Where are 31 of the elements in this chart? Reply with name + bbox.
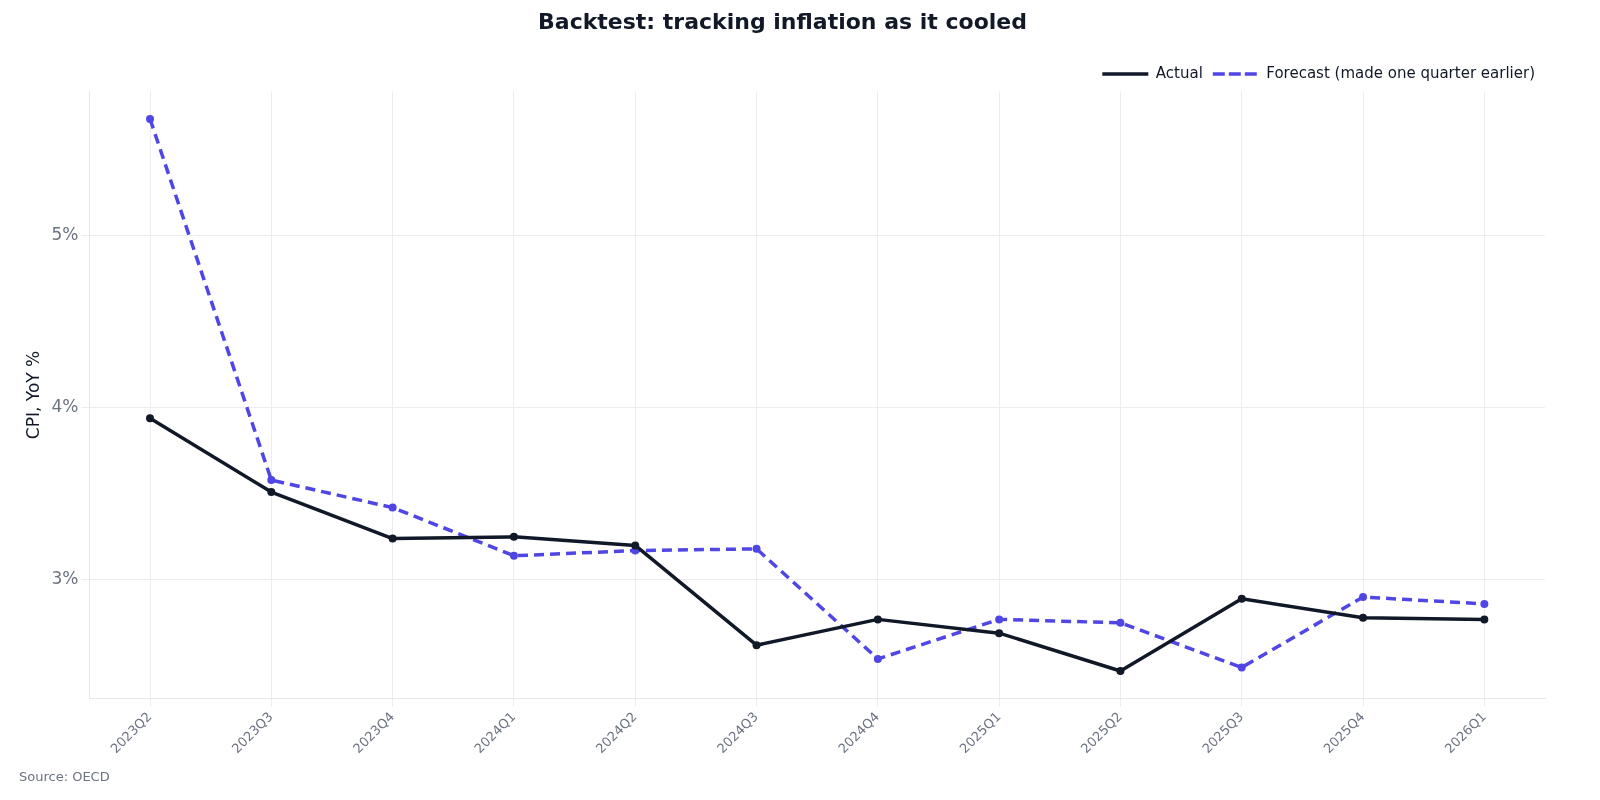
point — [146, 114, 155, 123]
legend-label: Actual — [1155, 63, 1203, 82]
point — [873, 654, 882, 663]
y-axis-title: CPI, YoY % — [22, 350, 43, 440]
y-tick-label: 3% — [51, 568, 79, 589]
point — [1480, 599, 1489, 608]
point — [752, 544, 761, 553]
point — [995, 615, 1004, 624]
point — [1359, 593, 1368, 602]
point — [1237, 663, 1246, 672]
point — [1116, 666, 1125, 675]
point — [1116, 618, 1125, 627]
point — [1480, 615, 1489, 624]
y-tick-label: 5% — [51, 224, 79, 245]
point — [509, 532, 518, 541]
point — [752, 641, 761, 650]
point — [509, 551, 518, 560]
point — [388, 534, 397, 543]
chart-title: Backtest: tracking inflation as it cooled — [538, 8, 1027, 34]
point — [631, 541, 640, 550]
legend-label: Forecast (made one quarter earlier) — [1266, 63, 1536, 82]
point — [1237, 594, 1246, 603]
point — [873, 615, 882, 624]
source-note: Source: OECD — [19, 769, 110, 784]
point — [267, 476, 276, 485]
point — [146, 414, 155, 423]
point — [995, 629, 1004, 638]
point — [267, 488, 276, 497]
y-tick-label: 4% — [51, 396, 79, 417]
point — [388, 503, 397, 512]
point — [1359, 613, 1368, 622]
